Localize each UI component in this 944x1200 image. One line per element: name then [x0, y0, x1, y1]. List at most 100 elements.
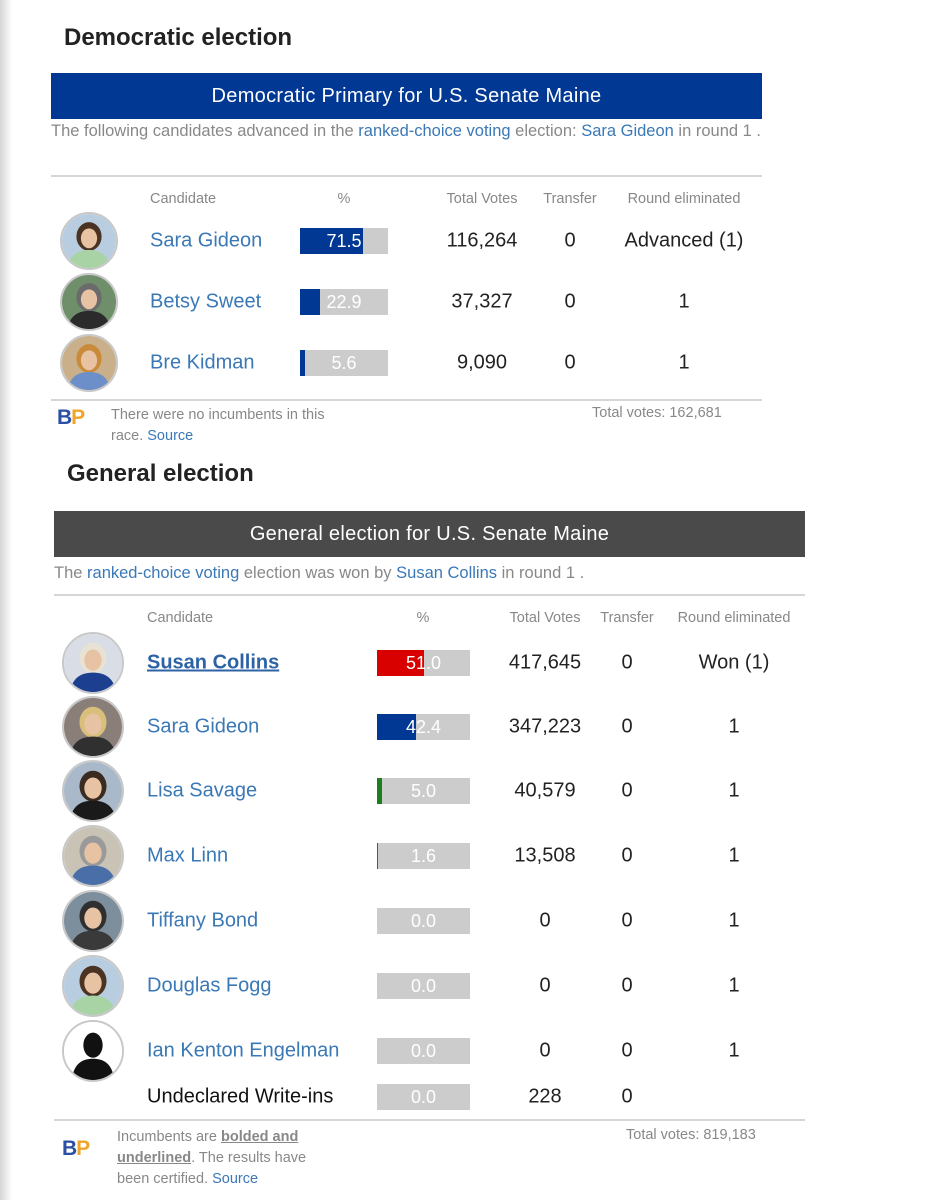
percent-bar-fill	[300, 289, 320, 315]
photo-tiffany-bond-icon[interactable]	[62, 890, 124, 952]
round-eliminated: 1	[728, 715, 740, 738]
transfer-count: 0	[621, 909, 633, 932]
candidate-name[interactable]: Douglas Fogg	[147, 974, 272, 997]
percent-value: 51.0	[405, 652, 442, 673]
candidate-name[interactable]: Sara Gideon	[147, 715, 260, 738]
divider	[51, 399, 762, 401]
photo-bre-kidman-icon[interactable]	[60, 334, 118, 392]
ballotpedia-logo: BP	[62, 1137, 90, 1160]
candidate-name[interactable]: Susan Collins	[147, 651, 280, 674]
photo-susan-collins-icon[interactable]	[62, 632, 124, 694]
race-title: General election for U.S. Senate Maine	[249, 522, 610, 545]
race-title: Democratic Primary for U.S. Senate Maine	[211, 84, 602, 107]
divider	[54, 594, 805, 596]
transfer-count: 0	[564, 290, 576, 313]
percent-bar: 1.6	[377, 843, 470, 869]
candidate-name: Undeclared Write-ins	[147, 1085, 334, 1108]
transfer-count: 0	[564, 229, 576, 252]
race-header-general: General election for U.S. Senate Maine	[54, 511, 805, 557]
percent-value: 5.0	[410, 780, 437, 801]
percent-value: 0.0	[410, 1086, 437, 1107]
total-votes: 13,508	[514, 844, 576, 867]
total-votes: 228	[528, 1085, 562, 1108]
percent-value: 5.6	[331, 352, 357, 373]
photo-max-linn-icon[interactable]	[62, 825, 124, 887]
photo-sara-gideon-icon[interactable]	[62, 696, 124, 758]
photo-lisa-savage-icon[interactable]	[62, 760, 124, 822]
incumbent-legend: bolded and underlined	[117, 1129, 299, 1166]
ranked-choice-link[interactable]: ranked-choice voting	[358, 122, 511, 140]
round-eliminated: 1	[728, 844, 740, 867]
ranked-choice-link[interactable]: ranked-choice voting	[87, 564, 240, 582]
section-title-primary: Democratic election	[64, 24, 293, 51]
description-text: in round 1 .	[497, 564, 585, 582]
percent-value: 22.9	[326, 291, 362, 312]
round-eliminated: 1	[678, 290, 690, 313]
total-votes: 0	[539, 909, 551, 932]
ballotpedia-logo: BP	[57, 406, 85, 429]
percent-value: 1.6	[410, 845, 437, 866]
race-description-general: The ranked-choice voting election was wo…	[54, 561, 805, 585]
percent-bar-fill	[377, 778, 382, 804]
silhouette-placeholder-icon[interactable]	[62, 1020, 124, 1082]
total-votes: 347,223	[508, 715, 582, 738]
candidate-name[interactable]: Tiffany Bond	[147, 909, 259, 932]
section-title-general: General election	[67, 460, 254, 487]
round-eliminated: 1	[728, 974, 740, 997]
round-eliminated: 1	[678, 351, 690, 374]
percent-bar-fill	[377, 650, 424, 676]
source-link[interactable]: Source	[147, 428, 194, 444]
candidate-name[interactable]: Max Linn	[147, 844, 229, 867]
total-votes-general: Total votes: 819,183	[626, 1127, 756, 1143]
total-votes: 37,327	[451, 290, 513, 313]
winner-link[interactable]: Susan Collins	[396, 564, 498, 582]
percent-bar: 22.9	[300, 289, 388, 315]
percent-value: 42.4	[405, 716, 442, 737]
candidate-name[interactable]: Sara Gideon	[150, 229, 263, 252]
total-votes: 9,090	[456, 351, 508, 374]
transfer-count: 0	[621, 779, 633, 802]
column-header-transfer: Transfer	[543, 191, 597, 207]
race-description-primary: The following candidates advanced in the…	[51, 119, 762, 143]
percent-bar-fill	[377, 714, 416, 740]
footer-note-text: There were no incumbents in this race.	[111, 407, 325, 444]
percent-bar: 0.0	[377, 908, 470, 934]
percent-bar: 5.6	[300, 350, 388, 376]
candidate-name[interactable]: Lisa Savage	[147, 779, 258, 802]
percent-bar: 5.0	[377, 778, 470, 804]
round-eliminated: 1	[728, 1039, 740, 1062]
column-header-percent: %	[416, 610, 430, 626]
candidate-name[interactable]: Bre Kidman	[150, 351, 255, 374]
total-votes: 0	[539, 974, 551, 997]
divider	[54, 1119, 805, 1121]
percent-bar-fill	[377, 843, 378, 869]
column-header-round: Round eliminated	[627, 191, 741, 207]
percent-value: 71.5	[326, 230, 362, 251]
winner-link[interactable]: Sara Gideon	[581, 122, 674, 140]
description-text: The	[54, 564, 88, 582]
footer-note-text: Incumbents are	[117, 1129, 221, 1145]
transfer-count: 0	[621, 974, 633, 997]
total-votes: 116,264	[446, 229, 518, 252]
photo-sara-gideon-icon[interactable]	[60, 212, 118, 270]
transfer-count: 0	[564, 351, 576, 374]
source-link[interactable]: Source	[212, 1171, 259, 1187]
total-votes-primary: Total votes: 162,681	[592, 405, 722, 421]
percent-bar-fill	[300, 350, 305, 376]
footer-note-general: Incumbents are bolded and underlined. Th…	[117, 1127, 337, 1190]
candidate-name[interactable]: Ian Kenton Engelman	[147, 1039, 340, 1062]
photo-douglas-fogg-icon[interactable]	[62, 955, 124, 1017]
transfer-count: 0	[621, 844, 633, 867]
percent-value: 0.0	[410, 910, 437, 931]
description-text: in round 1 .	[673, 122, 761, 140]
description-text: election was won by	[239, 564, 397, 582]
column-header-total-votes: Total Votes	[446, 191, 518, 207]
candidate-name[interactable]: Betsy Sweet	[150, 290, 262, 313]
percent-bar-fill	[300, 228, 363, 254]
page-edge-shadow	[0, 0, 12, 1200]
footer-note-primary: There were no incumbents in this race. S…	[111, 405, 326, 447]
photo-betsy-sweet-icon[interactable]	[60, 273, 118, 331]
column-header-total-votes: Total Votes	[509, 610, 581, 626]
total-votes: 417,645	[508, 651, 582, 674]
round-eliminated: 1	[728, 909, 740, 932]
